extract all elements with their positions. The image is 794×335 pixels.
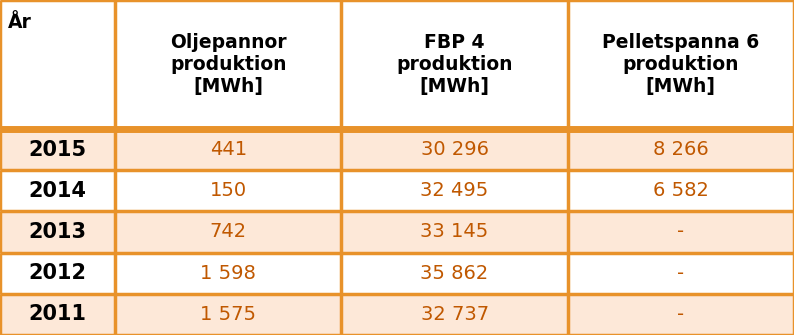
Text: -: -	[677, 222, 684, 242]
Text: 2012: 2012	[29, 263, 87, 283]
Bar	[0, 0, 115, 129]
Text: 150: 150	[210, 181, 247, 200]
Bar	[341, 211, 568, 253]
Bar	[341, 253, 568, 294]
Bar	[341, 0, 568, 129]
Bar	[568, 170, 794, 211]
Bar	[115, 294, 341, 335]
Bar	[0, 294, 115, 335]
Text: 35 862: 35 862	[421, 264, 488, 283]
Bar	[568, 0, 794, 129]
Bar	[341, 170, 568, 211]
Bar	[0, 129, 115, 170]
Text: FBP 4
produktion
[MWh]: FBP 4 produktion [MWh]	[396, 33, 513, 96]
Bar	[115, 211, 341, 253]
Bar	[115, 170, 341, 211]
Bar	[0, 211, 115, 253]
Text: 1 575: 1 575	[200, 305, 256, 324]
Text: 6 582: 6 582	[653, 181, 709, 200]
Text: 2014: 2014	[29, 181, 87, 201]
Text: -: -	[677, 305, 684, 324]
Bar	[115, 129, 341, 170]
Bar	[568, 253, 794, 294]
Text: År: År	[8, 13, 32, 32]
Text: 32 737: 32 737	[421, 305, 488, 324]
Bar	[115, 0, 341, 129]
Text: 441: 441	[210, 140, 247, 159]
Bar	[0, 170, 115, 211]
Text: Oljepannor
produktion
[MWh]: Oljepannor produktion [MWh]	[170, 33, 287, 96]
Text: 2011: 2011	[29, 305, 87, 324]
Bar	[115, 253, 341, 294]
Bar	[568, 211, 794, 253]
Text: 742: 742	[210, 222, 247, 242]
Text: 1 598: 1 598	[200, 264, 256, 283]
Text: 2013: 2013	[29, 222, 87, 242]
Bar	[0, 253, 115, 294]
Text: -: -	[677, 264, 684, 283]
Bar	[568, 294, 794, 335]
Text: Pelletspanna 6
produktion
[MWh]: Pelletspanna 6 produktion [MWh]	[602, 33, 760, 96]
Text: 32 495: 32 495	[421, 181, 488, 200]
Text: 33 145: 33 145	[421, 222, 488, 242]
Bar	[341, 129, 568, 170]
Text: 8 266: 8 266	[653, 140, 709, 159]
Text: 2015: 2015	[29, 140, 87, 159]
Bar	[568, 129, 794, 170]
Bar	[341, 294, 568, 335]
Text: 30 296: 30 296	[421, 140, 488, 159]
